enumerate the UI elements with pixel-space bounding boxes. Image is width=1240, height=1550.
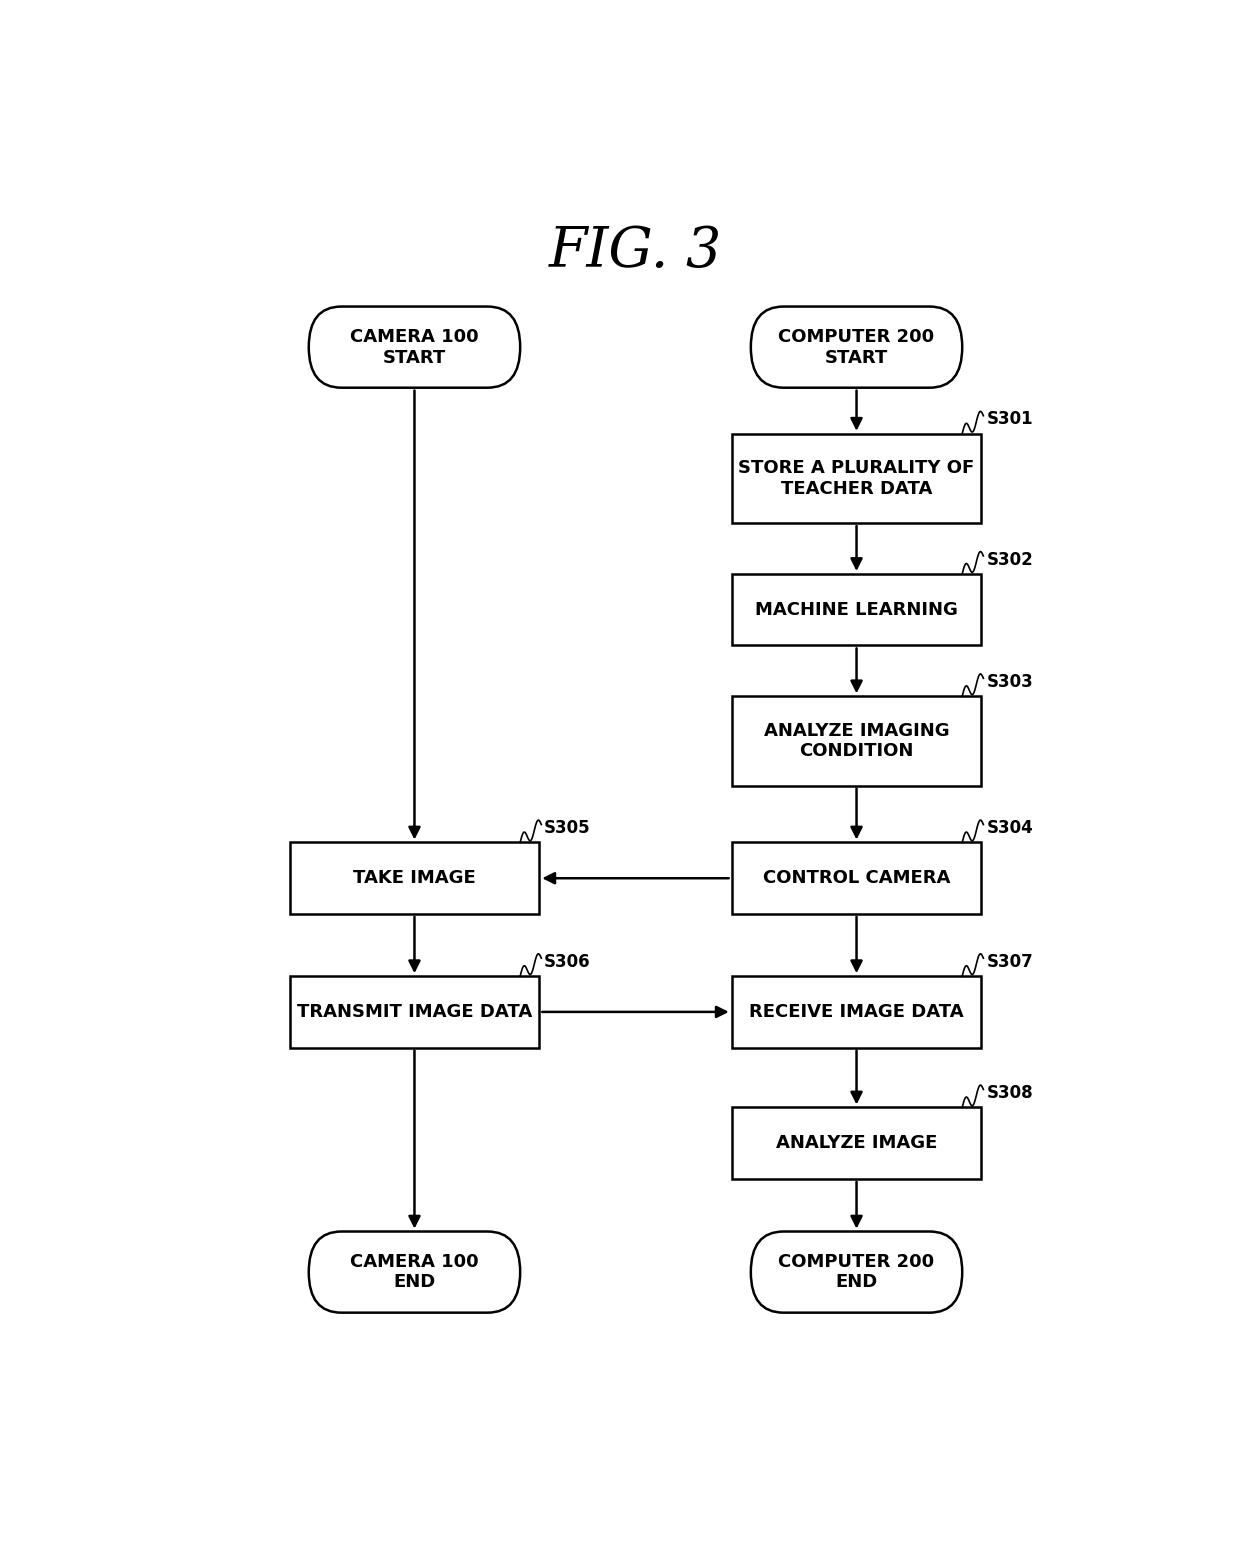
Text: FIG. 3: FIG. 3 — [549, 225, 722, 279]
FancyBboxPatch shape — [751, 307, 962, 388]
Bar — [732, 976, 982, 1048]
Text: S308: S308 — [986, 1083, 1033, 1102]
Text: TRANSMIT IMAGE DATA: TRANSMIT IMAGE DATA — [296, 1003, 532, 1021]
Text: CAMERA 100
START: CAMERA 100 START — [350, 327, 479, 366]
Text: S307: S307 — [986, 953, 1033, 970]
FancyBboxPatch shape — [309, 307, 521, 388]
Text: S306: S306 — [544, 953, 590, 970]
FancyBboxPatch shape — [309, 1232, 521, 1313]
Text: CAMERA 100
END: CAMERA 100 END — [350, 1252, 479, 1291]
Text: MACHINE LEARNING: MACHINE LEARNING — [755, 601, 959, 618]
Text: S305: S305 — [544, 818, 590, 837]
Text: S301: S301 — [986, 411, 1033, 428]
Bar — [732, 696, 982, 786]
Text: RECEIVE IMAGE DATA: RECEIVE IMAGE DATA — [749, 1003, 963, 1021]
Bar — [290, 843, 539, 914]
Bar — [732, 1107, 982, 1180]
FancyBboxPatch shape — [751, 1232, 962, 1313]
Bar — [732, 843, 982, 914]
Text: ANALYZE IMAGING
CONDITION: ANALYZE IMAGING CONDITION — [764, 722, 950, 761]
Text: COMPUTER 200
START: COMPUTER 200 START — [779, 327, 935, 366]
Text: STORE A PLURALITY OF
TEACHER DATA: STORE A PLURALITY OF TEACHER DATA — [738, 459, 975, 498]
Bar — [732, 574, 982, 645]
Text: ANALYZE IMAGE: ANALYZE IMAGE — [776, 1135, 937, 1152]
Text: S304: S304 — [986, 818, 1033, 837]
Bar — [732, 434, 982, 524]
Text: CONTROL CAMERA: CONTROL CAMERA — [763, 870, 950, 887]
Text: TAKE IMAGE: TAKE IMAGE — [353, 870, 476, 887]
Bar — [290, 976, 539, 1048]
Text: S303: S303 — [986, 673, 1033, 691]
Text: S302: S302 — [986, 550, 1033, 569]
Text: COMPUTER 200
END: COMPUTER 200 END — [779, 1252, 935, 1291]
